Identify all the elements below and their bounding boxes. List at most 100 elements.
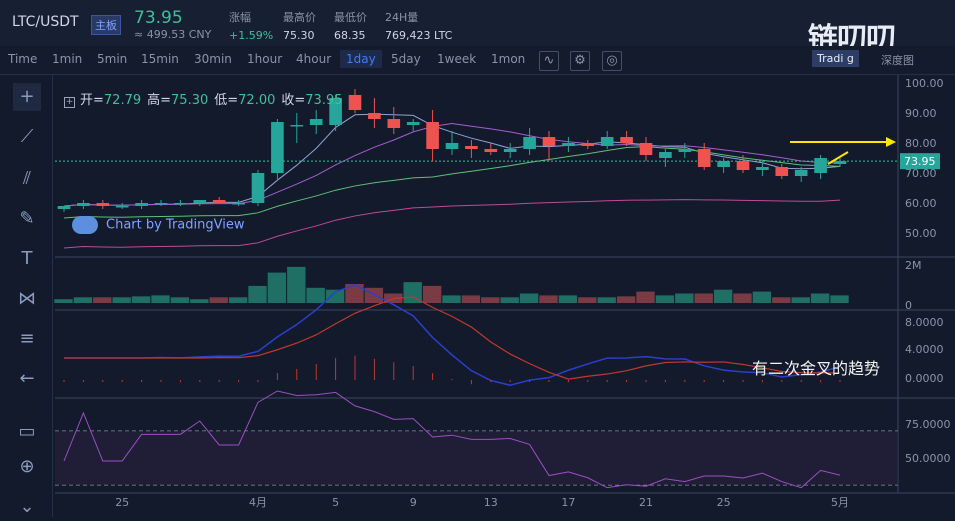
candle	[581, 143, 595, 146]
macd-tick-label: 8.0000	[905, 316, 944, 329]
settings-icon[interactable]: ⚙	[570, 51, 590, 71]
volume-bar	[461, 295, 481, 303]
volume-bar	[733, 293, 752, 303]
ohlc-legend: + 开=72.79 高=75.30 低=72.00 收=73.95	[64, 93, 343, 108]
volume-tick-label: 2M	[905, 259, 922, 272]
stat-high: 最高价 75.30	[283, 11, 316, 42]
x-tick-label: 13	[484, 496, 498, 509]
tf-time[interactable]: Time	[8, 52, 38, 66]
collapse-icon[interactable]: +	[64, 97, 75, 108]
last-price: 73.95	[134, 8, 183, 28]
tab-tradingview[interactable]: Tradi g	[812, 50, 859, 67]
x-tick-label: 17	[561, 496, 575, 509]
volume-bar	[481, 297, 500, 303]
price-tick-label: 90.00	[905, 107, 937, 120]
volume-bar	[228, 297, 248, 303]
cross-annotation: 有二次金叉的趋势	[752, 359, 881, 378]
brush-icon[interactable]: ✎	[19, 208, 35, 229]
drawing-toolbar: + ⟋ ⫽ ✎ T ⋈ ≡ ← ▭ ⊕ ⌄	[0, 75, 53, 517]
price-tick-label: 80.00	[905, 137, 937, 150]
tf-1min[interactable]: 1min	[52, 52, 83, 66]
candle	[775, 167, 789, 176]
candle	[562, 143, 575, 146]
tf-4hour[interactable]: 4hour	[296, 52, 332, 66]
zoom-icon[interactable]: ⊕	[19, 456, 35, 477]
candle	[659, 152, 672, 158]
volume-bar	[54, 299, 73, 303]
indicator-icon[interactable]: ∿	[539, 51, 559, 71]
candle	[135, 203, 148, 206]
volume-bar	[655, 295, 675, 303]
candle	[503, 149, 517, 152]
volume-bar	[364, 287, 384, 303]
volume-bar	[209, 297, 228, 303]
tf-5day[interactable]: 5day	[391, 52, 421, 66]
trend-line-icon[interactable]: ⟋	[20, 126, 34, 147]
volume-bar	[267, 272, 287, 303]
candle	[620, 137, 633, 143]
tf-1week[interactable]: 1week	[437, 52, 477, 66]
volume-bar	[345, 284, 364, 303]
text-icon[interactable]: T	[21, 248, 33, 269]
x-tick-label: 25	[717, 496, 731, 509]
chevron-down-icon[interactable]: ⌄	[19, 496, 35, 517]
volume-bar	[287, 266, 306, 303]
candle	[387, 119, 401, 128]
candle	[251, 173, 265, 203]
pattern-icon[interactable]: ⋈	[18, 288, 36, 309]
stat-volume: 24H量 769,423 LTC	[385, 11, 453, 42]
candle	[697, 149, 711, 167]
volume-bar	[636, 291, 655, 303]
volume-bar	[442, 295, 461, 303]
rsi-tick-label: 75.0000	[905, 418, 951, 431]
tf-1hour[interactable]: 1hour	[247, 52, 283, 66]
ma-line	[63, 199, 841, 249]
price-cny: ≈ 499.53 CNY	[134, 28, 212, 41]
tf-30min[interactable]: 30min	[194, 52, 232, 66]
candle	[290, 125, 304, 127]
candle	[115, 206, 129, 208]
tf-1mon[interactable]: 1mon	[491, 52, 526, 66]
volume-bar	[539, 295, 558, 303]
volume-bar	[772, 297, 791, 303]
x-tick-label: 9	[410, 496, 417, 509]
volume-bar	[616, 296, 636, 303]
rsi-tick-label: 50.0000	[905, 452, 951, 465]
pair-symbol[interactable]: LTC/USDT	[12, 14, 79, 30]
tradingview-watermark[interactable]: Chart by TradingView	[72, 216, 244, 234]
x-tick-label: 5月	[831, 496, 849, 509]
volume-bar	[73, 297, 93, 303]
candle	[57, 206, 71, 209]
back-arrow-icon[interactable]: ←	[19, 368, 35, 389]
tf-1day[interactable]: 1day	[340, 50, 382, 68]
candle	[348, 95, 362, 110]
volume-bar	[810, 293, 830, 303]
tf-15min[interactable]: 15min	[141, 52, 179, 66]
volume-bar	[500, 297, 519, 303]
pitchfork-icon[interactable]: ⫽	[22, 168, 32, 189]
stat-change: 涨幅 +1.59%	[229, 11, 274, 42]
candle	[484, 149, 498, 152]
candle	[794, 170, 808, 176]
volume-bar	[151, 295, 170, 303]
tf-5min[interactable]: 5min	[97, 52, 128, 66]
screenshot-icon[interactable]: ◎	[602, 51, 622, 71]
volume-tick-label: 0	[905, 299, 912, 312]
candle	[406, 122, 420, 125]
volume-bar	[675, 293, 694, 303]
cloud-icon	[72, 216, 98, 234]
candle	[465, 146, 478, 149]
candle	[736, 161, 750, 170]
x-tick-label: 25	[115, 496, 129, 509]
candle	[542, 137, 556, 146]
tab-depth-chart[interactable]: 深度图	[881, 54, 914, 67]
candle	[212, 200, 226, 203]
candle	[426, 122, 439, 149]
ruler-icon[interactable]: ▭	[18, 421, 36, 442]
crosshair-icon[interactable]: +	[13, 83, 41, 111]
price-tick-label: 100.00	[905, 77, 944, 90]
fib-icon[interactable]: ≡	[19, 328, 35, 349]
signal-line	[64, 296, 840, 380]
price-tick-label: 50.00	[905, 227, 937, 240]
